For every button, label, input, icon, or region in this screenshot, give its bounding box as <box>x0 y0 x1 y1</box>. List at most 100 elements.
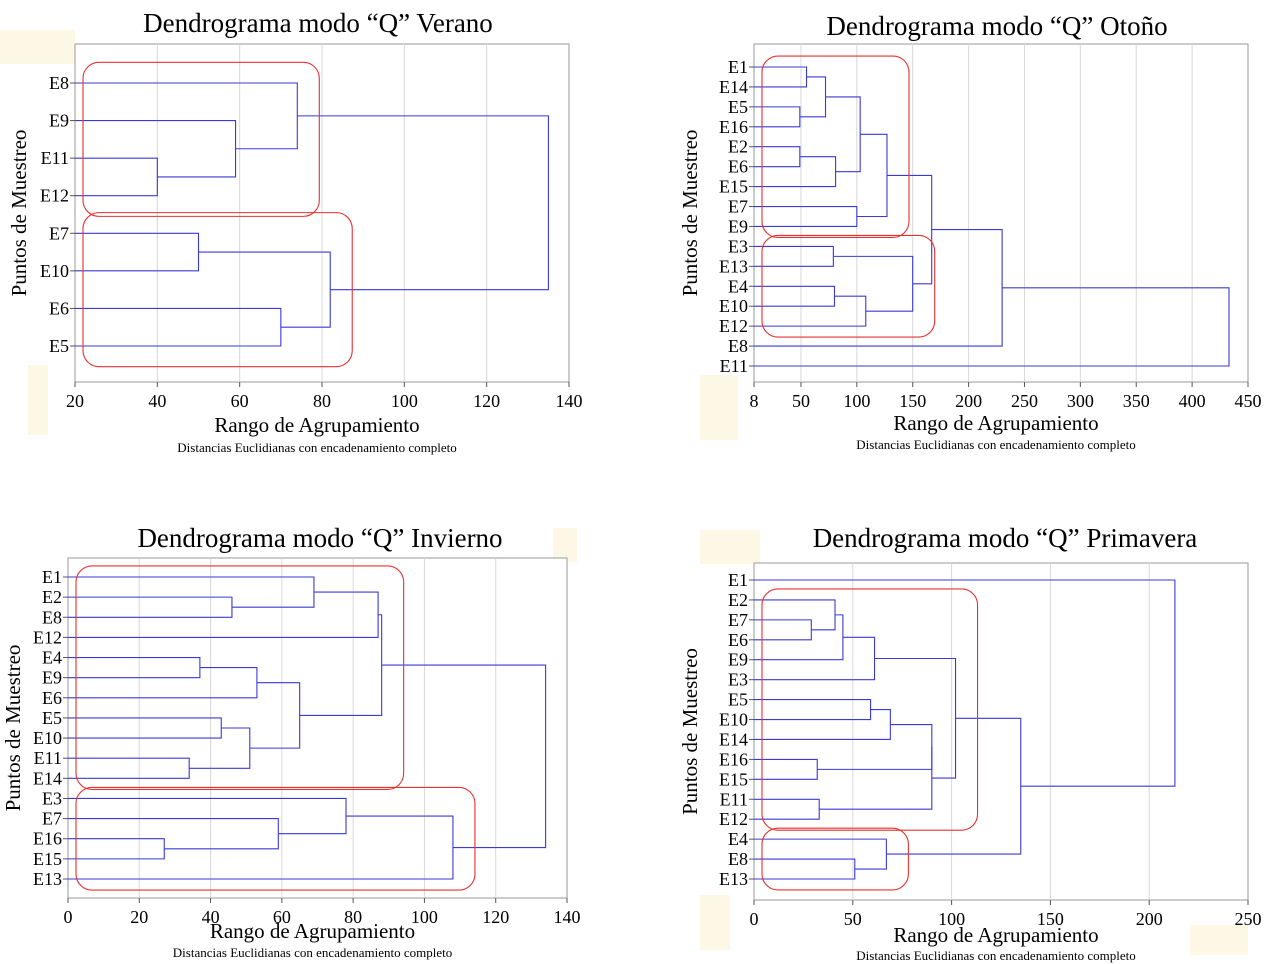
merge-link <box>299 614 383 716</box>
backdrop-patch <box>700 530 760 564</box>
merge-link <box>75 307 282 347</box>
chart-title: Dendrograma modo “Q” Invierno <box>137 523 502 553</box>
leaf-label: E9 <box>42 668 62 688</box>
x-tick-label: 8 <box>750 391 759 411</box>
leaf-label: E3 <box>42 788 62 808</box>
backdrop-patch <box>28 365 48 435</box>
x-tick-label: 60 <box>231 391 249 411</box>
merge-link <box>819 746 933 810</box>
merge-link <box>68 717 222 739</box>
dendrogram-otono: Dendrograma modo “Q” Otoño 8 50 100 150 200 25… <box>678 11 1262 452</box>
leaf-label: E10 <box>33 728 62 748</box>
leaf-label: E1 <box>42 567 62 587</box>
dendrogram-verano: Dendrograma modo “Q” Verano 20 40 60 80 100 12… <box>0 8 583 455</box>
leaf-label: E3 <box>728 670 748 690</box>
leaf-label: E12 <box>40 186 69 206</box>
merge-link <box>68 797 347 835</box>
leaf-label: E9 <box>728 650 748 670</box>
plot-frame <box>67 557 568 899</box>
dendrogram-links <box>754 66 1230 367</box>
x-tick-label: 0 <box>64 907 73 927</box>
dendrogram-invierno: Dendrograma modo “Q” Invierno 0 20 40 60 80 10… <box>1 523 581 960</box>
leaf-label: E5 <box>49 336 69 356</box>
x-tick-label: 250 <box>1235 909 1262 929</box>
dendrogram-links <box>68 576 547 880</box>
method-note: Distancias Euclidianas con encadenamient… <box>856 437 1135 452</box>
leaf-label: E15 <box>719 177 748 197</box>
leaf-label: E13 <box>33 869 62 889</box>
y-axis-label: Puntos de Muestreo <box>678 130 702 297</box>
leaf-label: E11 <box>34 748 62 768</box>
leaf-label: E12 <box>33 627 62 647</box>
dendrogram-links <box>75 82 549 347</box>
x-axis-label: Rango de Agrupamiento <box>214 413 419 437</box>
leaf-label: E1 <box>728 57 748 77</box>
merge-link <box>297 115 549 291</box>
leaf-label: E10 <box>719 710 748 730</box>
merge-link <box>754 287 1230 367</box>
cluster-group-outline <box>82 212 353 368</box>
x-tick-label: 150 <box>899 391 926 411</box>
x-tick-label: 0 <box>750 909 759 929</box>
leaf-label: E16 <box>719 117 748 137</box>
leaf-label: E10 <box>719 296 748 316</box>
leaf-label: E8 <box>42 607 62 627</box>
x-tick-label: 80 <box>344 907 362 927</box>
leaf-label: E11 <box>720 789 748 809</box>
x-tick-label: 20 <box>66 391 84 411</box>
x-tick-label: 100 <box>391 391 418 411</box>
leaf-label: E12 <box>719 809 748 829</box>
chart-title: Dendrograma modo “Q” Otoño <box>826 11 1167 41</box>
leaf-label: E2 <box>728 590 748 610</box>
x-tick-label: 60 <box>273 907 291 927</box>
plot-frame <box>753 562 1249 901</box>
x-tick-label: 80 <box>313 391 331 411</box>
x-tick-label: 200 <box>1136 909 1163 929</box>
leaf-label: E4 <box>42 648 62 668</box>
leaf-label: E14 <box>33 768 62 788</box>
leaf-label: E15 <box>33 849 62 869</box>
x-tick-label: 140 <box>554 907 581 927</box>
leaf-label: E6 <box>42 688 62 708</box>
leaf-label: E13 <box>719 869 748 889</box>
x-tick-label: 120 <box>473 391 500 411</box>
x-tick-label: 100 <box>938 909 965 929</box>
cluster-group-outline <box>75 786 476 891</box>
cluster-group-outline <box>761 55 910 238</box>
leaf-label: E11 <box>41 148 69 168</box>
method-note: Distancias Euclidianas con encadenamient… <box>173 945 452 960</box>
cluster-group-outline <box>761 588 979 831</box>
leaf-label: E14 <box>719 77 748 97</box>
cluster-group-outline <box>761 827 909 891</box>
merge-link <box>75 157 158 197</box>
x-tick-label: 150 <box>1037 909 1064 929</box>
plot-frame <box>753 43 1249 383</box>
x-tick-label: 20 <box>130 907 148 927</box>
leaf-label: E7 <box>42 809 62 829</box>
merge-link <box>754 66 808 88</box>
leaf-label: E3 <box>728 236 748 256</box>
merge-link <box>198 251 331 328</box>
x-axis-label: Rango de Agrupamiento <box>893 411 1098 435</box>
leaf-label: E7 <box>728 610 748 630</box>
x-tick-label: 140 <box>556 391 583 411</box>
merge-link <box>825 96 861 173</box>
leaf-label: E11 <box>720 356 748 376</box>
backdrop-patch <box>0 30 75 64</box>
merge-link <box>68 667 258 699</box>
chart-title: Dendrograma modo “Q” Verano <box>143 8 493 38</box>
y-axis-label: Puntos de Muestreo <box>678 648 702 815</box>
backdrop-patch <box>553 528 577 562</box>
x-tick-label: 350 <box>1123 391 1150 411</box>
leaf-label: E7 <box>49 223 69 243</box>
x-tick-label: 50 <box>844 909 862 929</box>
merge-link <box>68 596 233 618</box>
leaf-label: E16 <box>719 749 748 769</box>
leaf-label: E8 <box>728 336 748 356</box>
x-tick-label: 100 <box>411 907 438 927</box>
chart-title: Dendrograma modo “Q” Primavera <box>813 523 1198 553</box>
leaf-label: E6 <box>728 630 748 650</box>
dendrogram-primavera: Dendrograma modo “Q” Primavera 0 50 100 150 2… <box>678 523 1262 963</box>
x-tick-label: 300 <box>1067 391 1094 411</box>
